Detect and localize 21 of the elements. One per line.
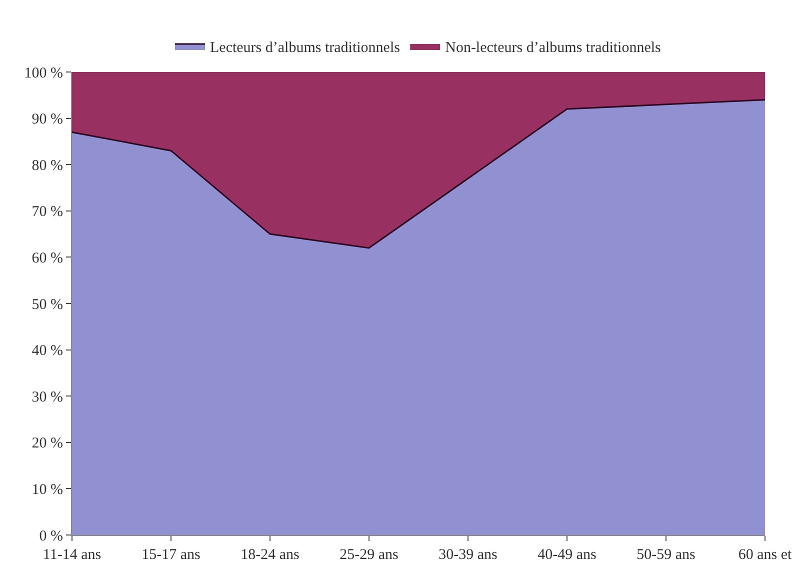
legend-label: Non-lecteurs d’albums traditionnels [445,40,662,56]
y-tick-label: 60 % [32,250,63,266]
x-tick-label: 15-17 ans [142,547,201,563]
x-tick-label: 50-59 ans [636,547,696,563]
y-tick-label: 0 % [39,528,63,544]
x-tick-label: 18-24 ans [240,547,300,563]
y-tick-label: 20 % [32,436,63,452]
x-tick-label: 60 ans et [738,547,792,563]
y-tick-label: 80 % [32,158,63,174]
y-tick-label: 70 % [32,204,63,220]
legend-label: Lecteurs d’albums traditionnels [210,40,400,56]
y-tick-label: 30 % [32,389,63,406]
x-tick-label: 30-39 ans [438,547,498,563]
y-tick-label: 90 % [32,112,63,128]
y-tick-label: 50 % [32,296,63,313]
x-tick-label: 11-14 ans [42,547,102,563]
y-tick-label: 10 % [32,482,63,498]
y-tick-label: 100 % [24,65,63,82]
x-tick-label: 25-29 ans [340,547,399,563]
x-tick-label: 40-49 ans [538,547,597,563]
y-tick-label: 40 % [32,343,63,360]
